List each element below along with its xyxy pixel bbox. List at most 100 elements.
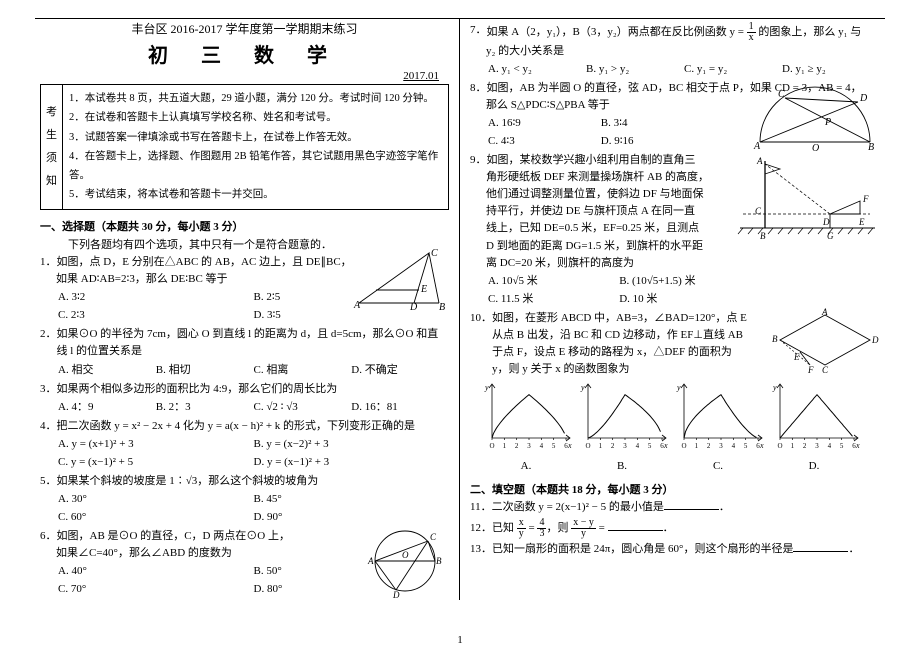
svg-text:5: 5: [840, 442, 844, 450]
svg-text:1: 1: [503, 442, 507, 450]
q-text: y₂ 的大小关系是: [486, 43, 880, 60]
q-text-a: 已知: [492, 522, 517, 534]
opt-a: A. 30°: [58, 491, 254, 508]
opt-b: B.: [576, 458, 668, 475]
q-text: 把二次函数 y = x² − 2x + 4 化为 y = a(x − h)² +…: [57, 418, 450, 435]
right-column: 7． 如果 A（2，y₁），B（3，y₂）两点都在反比例函数 y = 1x 的图…: [460, 18, 885, 600]
svg-text:E: E: [793, 352, 800, 362]
q6-circle-figure: A B C D O: [366, 526, 444, 596]
page-number: 1: [457, 634, 463, 646]
blank: [793, 551, 848, 552]
q-num: 13．: [470, 543, 492, 555]
opt-c: C. 11.5 米: [488, 291, 619, 308]
q9-flagpole-figure: A C B D E F G: [735, 156, 880, 244]
chart-d: O123456 y x: [768, 382, 860, 458]
notice-item: 1．本试卷共 8 页，共五道大题，29 道小题，满分 120 分。考试时间 12…: [69, 90, 442, 108]
q2: 2．如果⊙O 的半径为 7cm，圆心 O 到直线 l 的距离为 d，且 d=5c…: [40, 326, 449, 378]
svg-text:B: B: [760, 231, 766, 241]
svg-text:x: x: [663, 441, 668, 450]
blank: [664, 509, 719, 510]
svg-text:2: 2: [515, 442, 519, 450]
svg-text:2: 2: [707, 442, 711, 450]
q-text: 如图，在菱形 ABCD 中，AB=3，∠BAD=120°，点 E: [492, 310, 762, 327]
svg-text:4: 4: [636, 442, 640, 450]
q-text-b: ，则: [546, 522, 571, 534]
svg-text:F: F: [862, 194, 869, 204]
opt-a: A. 10√5 米: [488, 273, 619, 290]
opt-d: D. 不确定: [351, 362, 449, 379]
q3: 3．如果两个相似多边形的面积比为 4:9，那么它们的周长比为 A. 4：9B. …: [40, 381, 449, 416]
notice-side-1: 生: [46, 124, 57, 147]
svg-text:D: D: [859, 93, 868, 104]
notice-side-0: 考: [46, 101, 57, 124]
svg-text:B: B: [439, 302, 445, 313]
svg-text:C: C: [755, 206, 762, 216]
blank: [608, 530, 663, 531]
q13: 13．已知一扇形的面积是 24π，圆心角是 60°，则这个扇形的半径是．: [470, 541, 880, 558]
q-text: 如图，某校数学兴趣小组利用自制的直角三: [487, 152, 727, 169]
opt-a: A. 3∶2: [58, 289, 254, 306]
opt-a: A. 40°: [58, 563, 254, 580]
svg-text:O: O: [681, 442, 686, 450]
q-text: 如果两个相似多边形的面积比为 4:9，那么它们的周长比为: [57, 381, 450, 398]
q9: 9．如图，某校数学兴趣小组利用自制的直角三 角形硬纸板 DEF 来测量操场旗杆 …: [470, 152, 880, 307]
notice-items: 1．本试卷共 8 页，共五道大题，29 道小题，满分 120 分。考试时间 12…: [63, 85, 448, 209]
q-text-c: =: [596, 522, 608, 534]
q8: 8．如图，AB 为半圆 O 的直径，弦 AD，BC 相交于点 P，如果 CD =…: [470, 80, 880, 150]
svg-text:O: O: [585, 442, 590, 450]
opt-d: D. 90°: [254, 509, 450, 526]
header-date: 2017.01: [40, 70, 439, 82]
q-num: 3．: [40, 381, 57, 398]
opt-c: C. 相离: [254, 362, 352, 379]
q-text: 如果⊙O 的半径为 7cm，圆心 O 到直线 l 的距离为 d，且 d=5cm，…: [57, 326, 450, 360]
opt-d: D. 10 米: [619, 291, 750, 308]
svg-text:5: 5: [552, 442, 556, 450]
opt-b: B. (10√5+1.5) 米: [619, 273, 750, 290]
q6: 6．如图，AB 是⊙O 的直径，C，D 两点在⊙O 上， 如果∠C=40°，那么…: [40, 528, 449, 598]
svg-text:5: 5: [648, 442, 652, 450]
opt-d: D. 16：81: [351, 399, 449, 416]
svg-text:x: x: [567, 441, 572, 450]
left-column: 丰台区 2016-2017 学年度第一学期期末练习 初 三 数 学 2017.0…: [35, 18, 460, 600]
q8-semicircle-figure: A B C D O P: [750, 90, 880, 150]
svg-text:P: P: [824, 117, 831, 128]
opt-c: C. 70°: [58, 581, 254, 598]
q-num: 12．: [470, 522, 492, 534]
q-text: 如果 A（2，y₁），B（3，y₂）两点都在反比例函数 y = 1x 的图象上，…: [487, 22, 881, 43]
q-num: 4．: [40, 418, 57, 435]
q-text-a: 如果 A（2，y₁），B（3，y₂）两点都在反比例函数 y =: [487, 26, 747, 38]
q-text: 离 DC=20 米，则旗杆的高度为: [486, 255, 880, 272]
svg-text:D: D: [822, 217, 830, 227]
q-num: 2．: [40, 326, 57, 360]
q11: 11．二次函数 y = 2(x−1)² − 5 的最小值是．: [470, 499, 880, 516]
svg-text:2: 2: [803, 442, 807, 450]
notice-item: 3．试题答案一律填涂或书写在答题卡上，在试卷上作答无效。: [69, 129, 442, 147]
q-text: 线上，已知 DE=0.5 米，EF=0.25 米，且测点: [486, 220, 726, 237]
q-text: 于点 F，设点 E 移动的路程为 x，△DEF 的面积为: [492, 344, 762, 361]
svg-text:A: A: [367, 556, 374, 566]
svg-text:A: A: [753, 141, 761, 152]
q4: 4．把二次函数 y = x² − 2x + 4 化为 y = a(x − h)²…: [40, 418, 449, 471]
svg-text:O: O: [489, 442, 494, 450]
opt-c: C.: [672, 458, 764, 475]
q-text: 持平行，并使边 DE 与旗杆顶点 A 在同一直: [486, 203, 726, 220]
opt-b: B. 2：3: [156, 399, 254, 416]
opt-d: D. 9∶16: [601, 133, 714, 150]
chart-c: O123456 y x: [672, 382, 764, 458]
notice-side-3: 知: [46, 170, 57, 193]
q1-triangle-figure: A D C E B: [354, 248, 449, 310]
q12: 12．已知 xy = 43，则 x − yy = ．: [470, 518, 880, 539]
notice-box: 考 生 须 知 1．本试卷共 8 页，共五道大题，29 道小题，满分 120 分…: [40, 84, 449, 210]
svg-text:B: B: [436, 556, 442, 566]
svg-text:y: y: [676, 383, 681, 392]
svg-text:F: F: [807, 365, 814, 375]
q-num: 1．: [40, 254, 57, 271]
q10-rhombus-figure: A D C B E F: [770, 310, 880, 372]
opt-a: A.: [480, 458, 572, 475]
opt-b: B. 45°: [254, 491, 450, 508]
opt-c: C. y₁ = y₂: [684, 61, 782, 78]
svg-text:4: 4: [540, 442, 544, 450]
svg-text:E: E: [420, 284, 427, 295]
notice-item: 2．在试卷和答题卡上认真填写学校名称、姓名和考试号。: [69, 109, 442, 127]
svg-text:1: 1: [599, 442, 603, 450]
